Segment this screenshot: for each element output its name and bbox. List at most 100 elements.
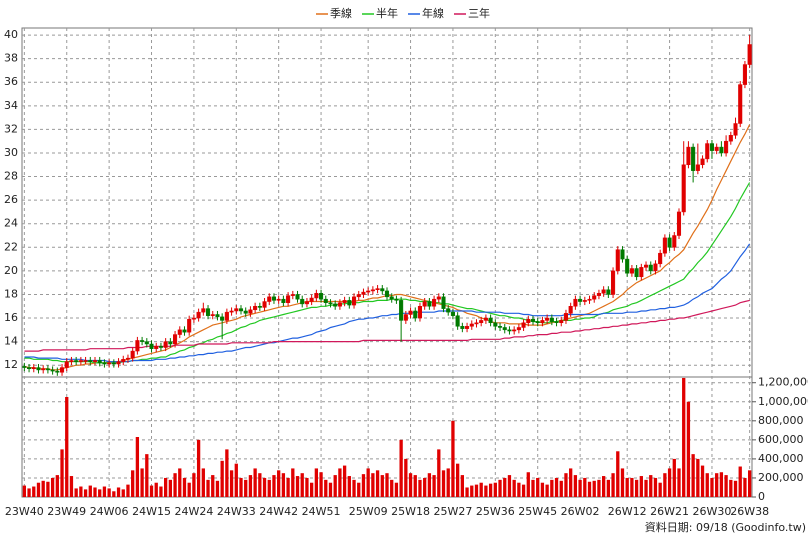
ma-line [24,182,751,364]
candle-body [215,314,220,318]
y-tick-label: 34 [4,99,18,112]
candle-body [45,368,50,371]
volume-bar [357,482,361,497]
volume-bar [258,473,262,497]
volume-bar [517,482,521,497]
y-tick-label: 26 [4,193,18,206]
volume-bar [649,475,653,497]
candle-body [521,322,526,328]
x-tick-label: 26W21 [650,505,689,518]
candle-body [290,294,295,296]
candle-body [27,367,32,369]
y-tick-label: 40 [4,28,18,41]
volume-bar [630,477,634,497]
x-tick-label: 25W27 [433,505,472,518]
volume-bar [281,473,286,497]
volume-bar [592,480,596,497]
volume-bar [479,482,483,497]
candle-body [31,367,36,369]
volume-bar [69,476,74,497]
volume-bar [50,477,55,497]
volume-bar [658,482,662,497]
legend-label: 季線 [330,6,352,20]
candle-body [41,368,46,371]
volume-bar [427,473,432,497]
candle-body [516,327,521,331]
volume-bar [366,468,370,497]
volume-bar [423,477,427,497]
volume-bar [192,473,196,497]
candle-body [22,366,27,368]
volume-bar [295,476,300,497]
volume-bar [286,477,290,497]
volume-bar [545,484,549,497]
x-tick-label: 26W02 [561,505,600,518]
volume-bar [32,486,36,497]
y-tick-label: 32 [4,122,18,135]
candle-body [620,249,625,260]
candle-body [469,323,474,327]
volume-bar [380,475,384,497]
volume-bar [126,484,130,497]
candle-body [643,264,649,268]
candle-body [408,310,413,315]
volume-bar [102,486,107,497]
candle-body [88,360,93,362]
volume-bar [677,468,681,497]
candle-body [446,308,451,313]
candle-body [625,258,630,274]
volume-bar [300,473,304,497]
candle-body [497,326,503,328]
candle-body [413,310,418,319]
volume-bar [667,468,672,497]
candle-body [173,334,178,345]
volume-bar [88,485,92,497]
volume-bar [601,476,606,497]
candle-body [507,329,512,332]
volume-bar [291,468,295,497]
candle-body [384,290,390,298]
y-tick-label: 36 [4,75,18,88]
candle-body [300,298,305,305]
candle-body [695,164,700,171]
volume-bar [107,488,111,497]
volume-bar [498,479,502,497]
candle-body [78,360,83,362]
volume-bar [606,479,611,497]
candle-body [281,298,286,303]
candle-body [92,360,98,362]
volume-bar [446,468,450,497]
candle-body [742,64,747,85]
candle-body [596,293,601,296]
volume-bar [41,480,45,497]
volume-bar [521,484,526,497]
volume-bar [277,470,281,497]
volume-bar [201,468,205,497]
volume-bar [715,473,719,497]
candle-body [74,360,79,362]
candle-body [738,84,743,124]
y-tick-label: 22 [4,240,18,253]
candle-body [615,249,620,272]
volume-bar [634,479,639,497]
candle-body [267,296,272,302]
candle-body [107,362,112,365]
candle-body [220,316,225,321]
y-tick-label: 28 [4,170,18,183]
candle-body [210,314,215,316]
volume-bar [455,463,460,497]
x-tick-label: 25W18 [391,505,430,518]
candle-body [403,314,408,321]
volume-bar [625,477,629,497]
x-tick-label: 26W38 [730,505,769,518]
candle-body [304,301,309,305]
volume-bar [700,465,705,497]
candle-body [257,306,262,308]
y-tick-label: 24 [4,217,18,230]
volume-bar [408,473,413,497]
candle-body [205,308,211,316]
candle-body [545,317,550,321]
x-tick-label: 26W30 [693,505,732,518]
x-tick-label: 24W06 [90,505,129,518]
volume-bar [324,479,328,497]
